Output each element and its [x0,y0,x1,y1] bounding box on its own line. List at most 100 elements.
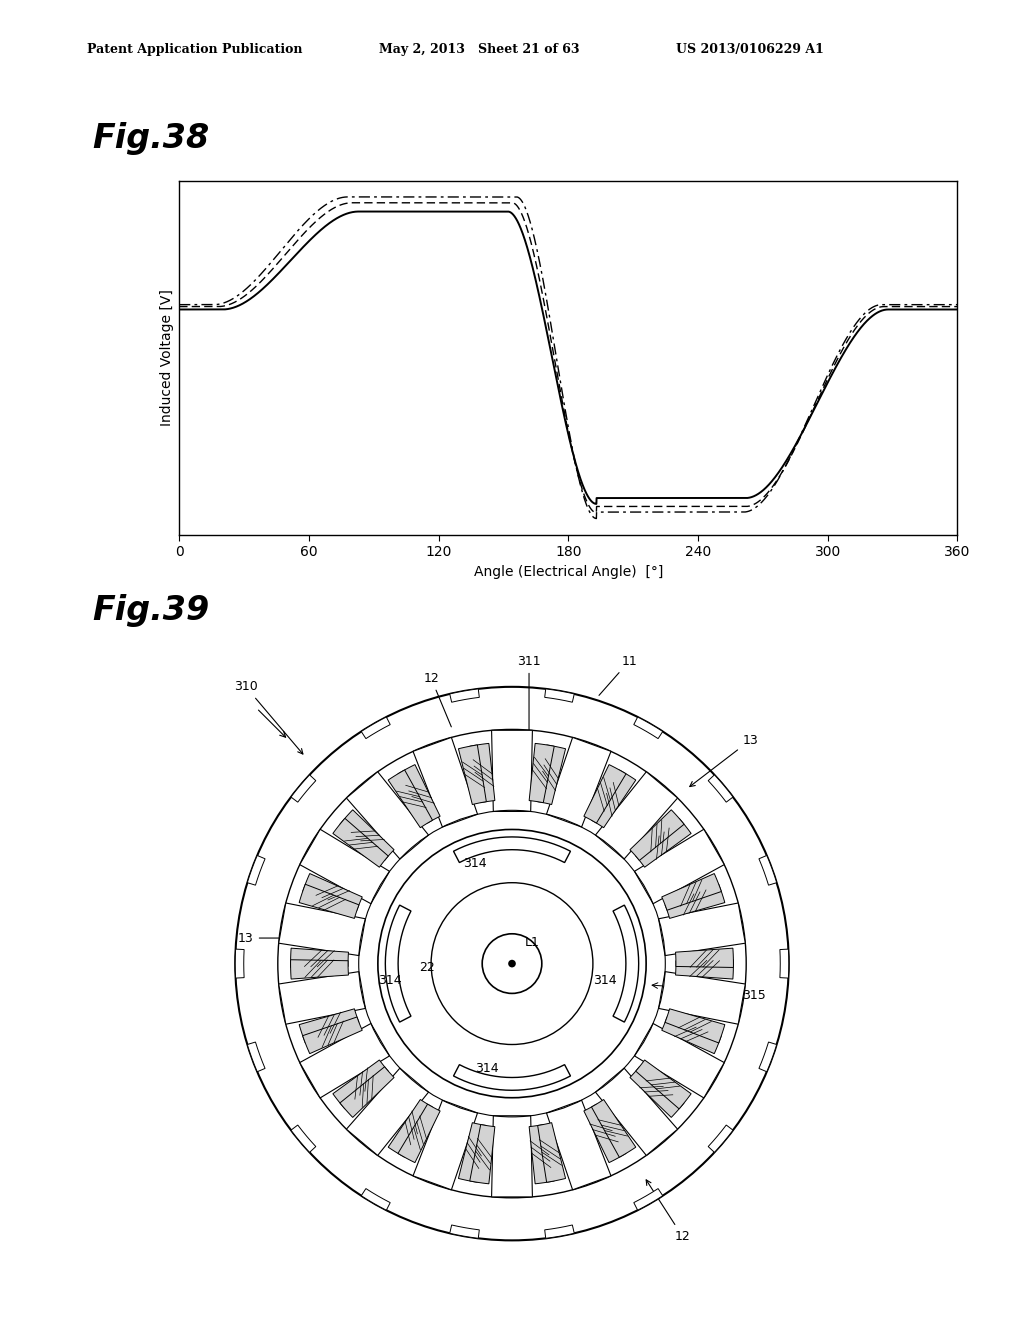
Polygon shape [346,1068,428,1155]
Polygon shape [658,972,745,1024]
Polygon shape [592,770,636,828]
Polygon shape [545,1225,574,1238]
Polygon shape [676,960,733,979]
Polygon shape [388,1100,432,1158]
Text: 311: 311 [517,655,541,797]
Text: Patent Application Publication: Patent Application Publication [87,42,302,55]
Polygon shape [346,772,428,859]
Text: 314: 314 [378,974,401,987]
Polygon shape [492,730,532,812]
Text: L1: L1 [524,936,540,949]
Polygon shape [454,837,570,862]
Polygon shape [636,818,691,867]
Text: 314: 314 [475,1061,499,1074]
Polygon shape [547,738,611,828]
Circle shape [431,883,593,1044]
Polygon shape [236,949,244,978]
Text: 315: 315 [742,989,766,1002]
Text: 12: 12 [646,1180,690,1242]
Polygon shape [450,1225,479,1238]
Polygon shape [291,948,348,968]
Polygon shape [529,1125,554,1184]
Text: 310: 310 [234,680,303,754]
Circle shape [378,829,646,1098]
Polygon shape [333,818,388,867]
Polygon shape [413,1100,477,1189]
Polygon shape [340,809,394,861]
Polygon shape [636,1060,691,1109]
Text: May 2, 2013   Sheet 21 of 63: May 2, 2013 Sheet 21 of 63 [379,42,580,55]
Polygon shape [662,1016,721,1053]
Text: Fig.39: Fig.39 [92,594,210,627]
Polygon shape [361,717,390,739]
Polygon shape [299,884,359,919]
Polygon shape [470,743,495,803]
Polygon shape [665,884,725,919]
Polygon shape [630,1067,684,1118]
Polygon shape [538,1123,565,1183]
Polygon shape [279,903,366,956]
Polygon shape [592,1100,636,1158]
Polygon shape [303,1016,362,1053]
Polygon shape [385,906,411,1022]
Polygon shape [584,1104,626,1163]
Polygon shape [454,1065,570,1090]
Polygon shape [398,764,440,824]
Polygon shape [470,1125,495,1184]
Text: 22: 22 [420,961,435,974]
Polygon shape [596,772,678,859]
Text: 13: 13 [690,734,759,787]
Polygon shape [630,809,684,861]
Circle shape [508,960,516,968]
Polygon shape [759,1041,776,1072]
Polygon shape [634,1188,663,1210]
Polygon shape [299,1008,359,1043]
Polygon shape [658,903,745,956]
Polygon shape [388,770,432,828]
Text: 13: 13 [238,932,321,945]
Polygon shape [635,829,724,904]
Text: 314: 314 [593,974,616,987]
Polygon shape [634,717,663,739]
Polygon shape [398,1104,440,1163]
Text: Fig.38: Fig.38 [92,121,210,154]
Polygon shape [291,960,348,979]
Polygon shape [529,743,554,803]
Text: US 2013/0106229 A1: US 2013/0106229 A1 [676,42,823,55]
Polygon shape [333,1060,388,1109]
Polygon shape [450,689,479,702]
Text: 314: 314 [463,857,486,870]
Polygon shape [759,855,776,886]
Polygon shape [613,906,639,1022]
Polygon shape [709,1125,733,1152]
Y-axis label: Induced Voltage [V]: Induced Voltage [V] [160,289,174,426]
Polygon shape [459,1123,486,1183]
Polygon shape [665,1008,725,1043]
Polygon shape [300,1023,389,1098]
Polygon shape [340,1067,394,1118]
Polygon shape [303,874,362,911]
Polygon shape [547,1100,611,1189]
Circle shape [236,686,788,1241]
Polygon shape [300,829,389,904]
Polygon shape [584,764,626,824]
Polygon shape [248,1041,265,1072]
Polygon shape [291,775,315,803]
Polygon shape [676,948,733,968]
Polygon shape [361,1188,390,1210]
Polygon shape [279,972,366,1024]
Circle shape [278,730,746,1197]
Polygon shape [709,775,733,803]
Polygon shape [492,1115,532,1197]
X-axis label: Angle (Electrical Angle)  [°]: Angle (Electrical Angle) [°] [474,565,663,578]
Polygon shape [413,738,477,828]
Polygon shape [291,1125,315,1152]
Polygon shape [248,855,265,886]
Polygon shape [538,744,565,804]
Polygon shape [545,689,574,702]
Polygon shape [780,949,788,978]
Text: 11: 11 [599,655,637,696]
Polygon shape [459,744,486,804]
Polygon shape [662,874,721,911]
Text: 12: 12 [423,672,452,727]
